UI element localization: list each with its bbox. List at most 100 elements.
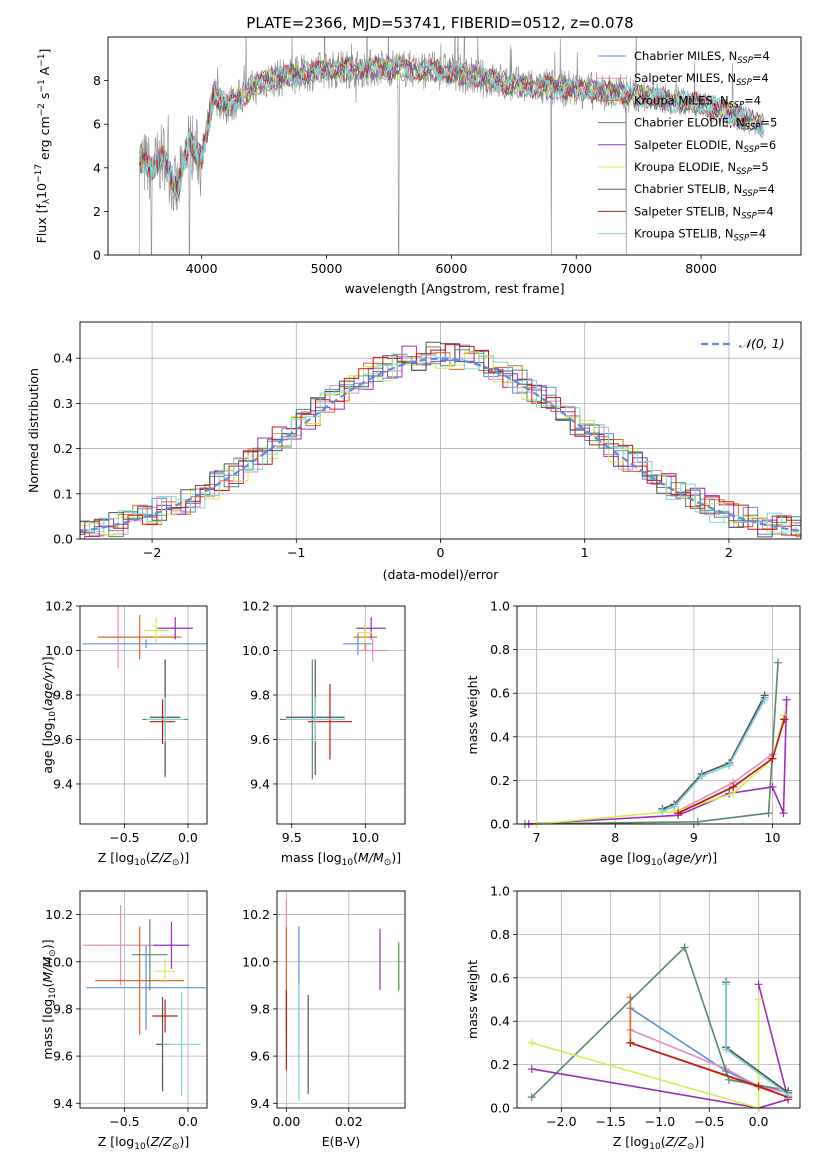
y-tick-label: 0.8 xyxy=(490,927,510,942)
x-tick-label: 9.5 xyxy=(282,830,302,845)
mass-weight-marker xyxy=(754,980,763,989)
legend-label-part: SSP xyxy=(734,234,750,244)
x-tick-label: 0 xyxy=(437,545,445,560)
mass-weight-marker xyxy=(780,715,789,724)
y-axis-label-part: −1 xyxy=(37,54,47,67)
y-tick-label: 9.8 xyxy=(53,687,73,702)
y-tick-label: 9.8 xyxy=(250,1001,270,1016)
y-axis-label: Flux [fλ10−17 erg cm−2 s−1 A−1] xyxy=(34,49,52,244)
y-tick-label: 9.6 xyxy=(53,1049,73,1064)
mass-weight-marker xyxy=(768,782,777,791)
y-axis-label-part: ( xyxy=(40,982,55,987)
x-axis-label-part: 10 xyxy=(651,858,663,868)
residuals-plot xyxy=(80,341,801,539)
y-tick-label: 6 xyxy=(93,117,101,132)
mass-weight-marker xyxy=(674,809,683,818)
y-tick-label: 9.8 xyxy=(250,687,270,702)
mass-weight-marker xyxy=(527,1064,536,1073)
mass-weight-marker xyxy=(722,1045,731,1054)
mass-weight-marker xyxy=(754,995,763,1004)
y-tick-label: 0.2 xyxy=(490,773,510,788)
mass-weight-marker xyxy=(754,1082,763,1091)
mass-weight-marker xyxy=(697,772,706,781)
massweight_vs_Z-axes: −2.0 −1.5 −1.0 −0.5 0.0 0.0 0.2 0.4 0.6 0.8 1.0 xyxy=(490,884,800,1129)
mass-weight-line xyxy=(531,984,790,1109)
y-axis-label-part: 10 xyxy=(34,183,49,199)
legend-label: Kroupa STELIB, NSSP=4 xyxy=(634,227,766,244)
mass-weight-marker xyxy=(782,695,791,704)
y-axis-label-part: −1 xyxy=(37,79,47,92)
y-tick-label: 10.2 xyxy=(45,599,73,614)
model-spectrum-line xyxy=(138,55,764,195)
y-axis-label: age [log10(age/yr)] xyxy=(40,656,58,773)
y-tick-label: 0.0 xyxy=(490,1101,510,1116)
x-tick-label: −0.5 xyxy=(109,1114,139,1129)
x-axis-label: Z [log10(Z/Z⊙)] xyxy=(613,1134,704,1152)
y-tick-label: 0 xyxy=(93,248,101,263)
y-axis-label: mass [log10(M/M⊙)] xyxy=(40,939,58,1059)
y-axis-label-part: λ xyxy=(42,198,52,204)
histogram-step-line xyxy=(80,352,801,538)
y-tick-label: 1.0 xyxy=(490,599,510,614)
mass-weight-marker xyxy=(527,1093,536,1102)
model-spectrum-line xyxy=(138,56,764,200)
x-axis-label-part: ⊙ xyxy=(687,1142,695,1152)
legend-label: 𝒩(0, 1) xyxy=(739,336,785,351)
y-tick-label: 10.2 xyxy=(242,907,270,922)
legend-label-part: Salpeter ELODIE, N xyxy=(634,138,744,152)
legend-label-part: SSP xyxy=(742,189,758,199)
mass-weight-marker xyxy=(768,754,777,763)
y-axis-label: Normed distribution xyxy=(26,368,41,493)
x-axis-label-part: ( xyxy=(146,850,151,865)
x-tick-label: 0.02 xyxy=(335,1114,363,1129)
x-tick-label: 0.0 xyxy=(178,1114,198,1129)
mass-weight-marker xyxy=(779,809,788,818)
legend-label-part: Chabrier MILES, N xyxy=(634,49,737,63)
y-tick-label: 10.0 xyxy=(45,954,73,969)
legend-label-part: SSP xyxy=(729,100,745,110)
mass-weight-marker xyxy=(527,1038,536,1047)
x-axis-label-part: E(B-V) xyxy=(322,1134,361,1149)
y-tick-label: 9.4 xyxy=(53,776,73,791)
legend-label: Salpeter ELODIE, NSSP=6 xyxy=(634,138,776,155)
legend-label-part: =4 xyxy=(749,227,766,241)
y-axis-label-part: 10 xyxy=(48,711,58,723)
histogram-step-line xyxy=(80,346,801,538)
y-tick-label: 0.2 xyxy=(53,441,73,456)
legend-label-part: Salpeter MILES, N xyxy=(634,71,736,85)
x-tick-label: −1.5 xyxy=(595,1114,625,1129)
spectrum-plot xyxy=(138,37,764,255)
x-tick-label: 0.0 xyxy=(178,830,198,845)
y-tick-label: 0.0 xyxy=(490,817,510,832)
x-axis-label-part: 10 xyxy=(649,1142,661,1152)
mass-weight-marker xyxy=(760,695,769,704)
mass-weight-marker xyxy=(680,943,689,952)
y-axis-label-part: )] xyxy=(40,939,55,949)
y-tick-label: 2 xyxy=(93,204,101,219)
x-tick-label: 5000 xyxy=(311,261,343,276)
legend-label: Kroupa ELODIE, NSSP=5 xyxy=(634,160,769,177)
mass-weight-marker xyxy=(729,782,738,791)
legend-label-part: Chabrier STELIB, N xyxy=(634,182,742,196)
y-tick-label: 0.1 xyxy=(53,486,73,501)
x-axis-label-part: )] xyxy=(179,850,189,865)
legend-label-part: SSP xyxy=(745,123,761,133)
y-tick-label: 10.2 xyxy=(45,907,73,922)
mass-weight-marker xyxy=(626,1038,635,1047)
x-axis-label-part: ⊙ xyxy=(384,858,392,868)
age_vs_Z-plot xyxy=(82,606,207,778)
mass-weight-marker xyxy=(773,658,782,667)
x-tick-label: −0.5 xyxy=(694,1114,724,1129)
y-axis-label-part: −2 xyxy=(37,103,47,116)
y-tick-label: 10.0 xyxy=(242,954,270,969)
legend-label-part: Kroupa STELIB, N xyxy=(634,227,734,241)
legend-label: Salpeter MILES, NSSP=4 xyxy=(634,71,769,88)
x-tick-label: 10 xyxy=(765,830,781,845)
mass-weight-line xyxy=(524,662,779,825)
x-tick-label: −1 xyxy=(287,545,305,560)
legend-label: Chabrier ELODIE, NSSP=5 xyxy=(634,116,777,133)
x-axis-label-part: mass [log xyxy=(281,850,342,865)
x-axis-label-part: ( xyxy=(353,850,358,865)
x-tick-label: 2 xyxy=(725,545,733,560)
spectrum-axes: 4000 5000 6000 7000 8000 0 2 4 6 8 xyxy=(93,73,717,276)
